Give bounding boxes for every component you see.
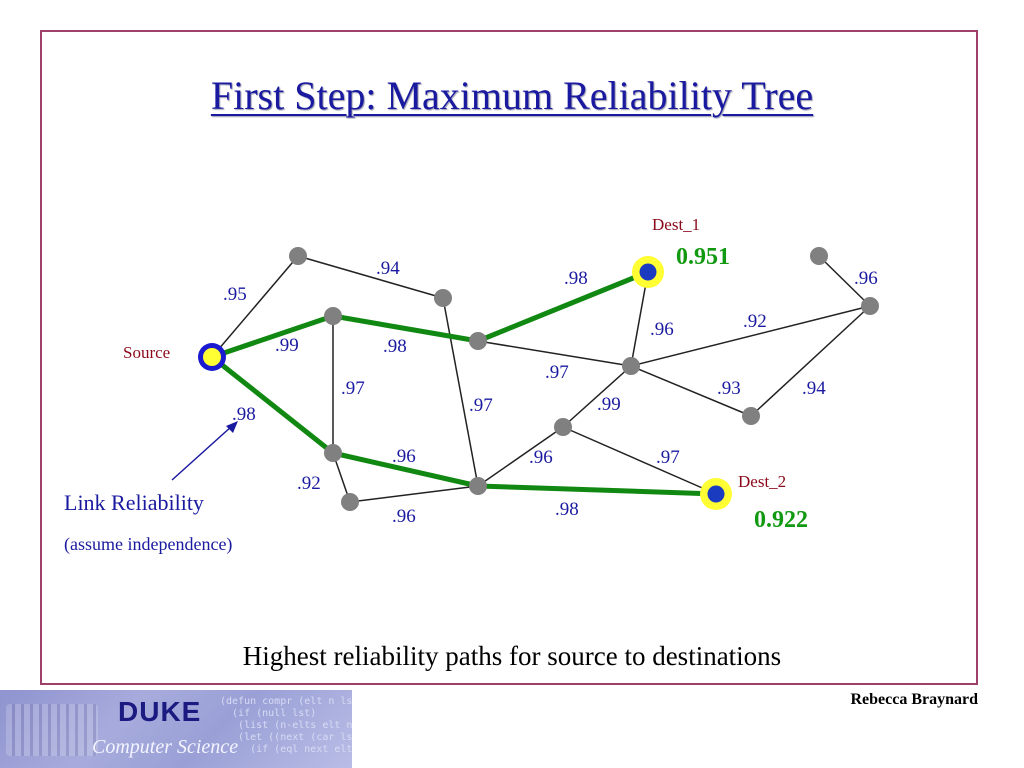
node-n11 — [861, 297, 879, 315]
edge-n8-n9 — [477, 426, 564, 487]
dest1-node — [632, 256, 664, 288]
edge-label: .97 — [469, 395, 493, 416]
dest2-reliability-value: 0.922 — [754, 507, 808, 533]
node-n12 — [742, 407, 760, 425]
duke-cs-logo: (defun compr (elt n lst) (if (null lst) … — [0, 690, 352, 768]
source-label: Source — [123, 343, 170, 362]
tree-edge-source-n3 — [209, 313, 336, 360]
network-edges — [211, 255, 871, 503]
edge-n10-n11 — [818, 255, 871, 307]
edge-label: .96 — [392, 506, 416, 527]
logo-brand: DUKE — [118, 696, 202, 727]
node-n1 — [289, 247, 307, 265]
tree-edge-n8-dest2 — [475, 483, 719, 497]
edge-label: .96 — [529, 447, 553, 468]
edge-label: .98 — [232, 404, 256, 425]
edge-label: .96 — [650, 319, 674, 340]
tree-edge-n4-n8 — [330, 450, 481, 489]
dest2-label: Dest_2 — [738, 472, 786, 491]
edge-label: .96 — [392, 446, 416, 467]
edge-label: .98 — [564, 268, 588, 289]
edge-n7-n9 — [562, 365, 632, 428]
edge-label: .98 — [555, 499, 579, 520]
edge-label: .99 — [275, 335, 299, 356]
tree-edge-n3-n6 — [330, 313, 481, 344]
assumption-label: (assume independence) — [64, 534, 232, 555]
node-n4 — [324, 444, 342, 462]
edge-n7-n12 — [630, 365, 752, 417]
node-n6 — [469, 332, 487, 350]
edge-label: .95 — [223, 284, 247, 305]
edge-n6-n7 — [477, 340, 632, 367]
node-n3 — [324, 307, 342, 325]
edge-labels: .95 .94 .99 .98 .98 .97 .98 .97 .96 .92 … — [223, 258, 878, 527]
edge-label: .97 — [545, 362, 569, 383]
edge-label: .99 — [597, 394, 621, 415]
edge-label: .92 — [297, 473, 321, 494]
edge-n11-n12 — [750, 305, 871, 417]
edge-label: .96 — [854, 268, 878, 289]
source-node — [198, 343, 226, 371]
edge-n2-n8 — [442, 297, 479, 487]
dest1-reliability-value: 0.951 — [676, 244, 730, 270]
node-n8 — [469, 477, 487, 495]
tree-edges — [209, 269, 719, 497]
tree-edge-n6-dest1 — [475, 269, 651, 344]
keyboard-graphic — [6, 704, 98, 756]
tree-edge-source-n4 — [209, 354, 336, 456]
edge-n9-dest2 — [562, 426, 717, 495]
node-n2 — [434, 289, 452, 307]
node-n5 — [341, 493, 359, 511]
edge-n7-n11 — [630, 305, 871, 367]
dest1-label: Dest_1 — [652, 215, 700, 234]
author-name: Rebecca Braynard — [850, 691, 978, 708]
edge-n1-n2 — [297, 255, 444, 299]
edge-label: .94 — [802, 378, 826, 399]
edge-label: .93 — [717, 378, 741, 399]
dest2-node — [700, 478, 732, 510]
logo-code-background: (defun compr (elt n lst) (if (null lst) … — [220, 696, 352, 755]
network-nodes — [289, 247, 879, 511]
node-n10 — [810, 247, 828, 265]
node-n9 — [554, 418, 572, 436]
node-n7 — [622, 357, 640, 375]
slide-caption: Highest reliability paths for source to … — [242, 641, 782, 671]
link-reliability-arrowhead — [226, 421, 238, 433]
logo-department: Computer Science — [92, 736, 239, 758]
edge-label: .97 — [656, 447, 680, 468]
link-reliability-arrow — [171, 425, 233, 481]
edge-label: .98 — [383, 336, 407, 357]
edge-label: .92 — [743, 311, 767, 332]
edge-n5-n8 — [349, 485, 479, 503]
slide-frame — [40, 30, 978, 685]
edge-label: .97 — [341, 378, 365, 399]
link-reliability-label: Link Reliability — [64, 490, 204, 515]
edge-source-n1 — [211, 255, 299, 358]
slide-title: First Step: Maximum Reliability Tree — [210, 73, 814, 118]
edge-label: .94 — [376, 258, 400, 279]
